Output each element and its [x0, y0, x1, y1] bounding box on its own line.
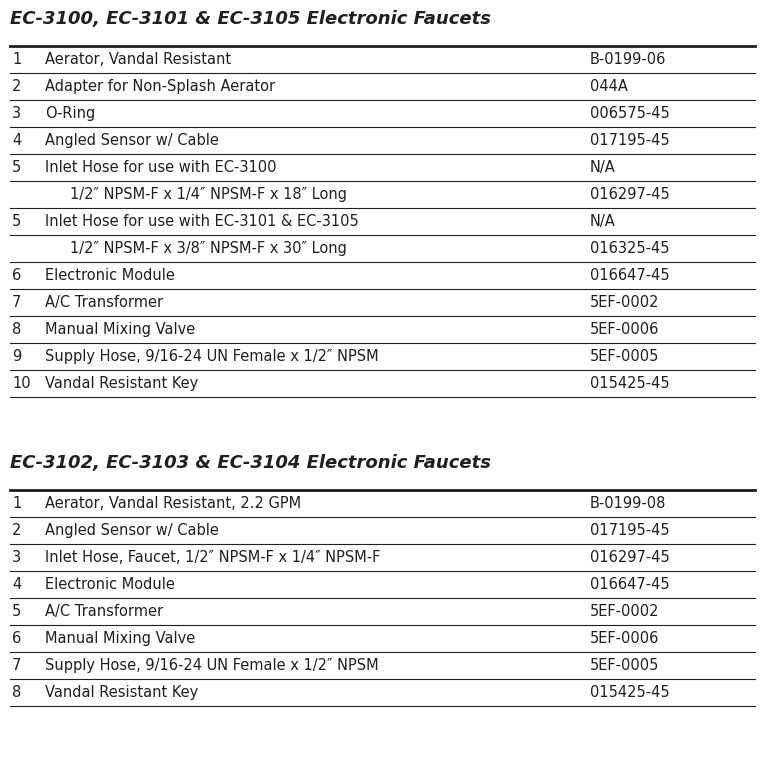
Text: 017195-45: 017195-45	[590, 523, 669, 538]
Text: Adapter for Non-Splash Aerator: Adapter for Non-Splash Aerator	[45, 79, 275, 94]
Text: 1/2″ NPSM-F x 1/4″ NPSM-F x 18″ Long: 1/2″ NPSM-F x 1/4″ NPSM-F x 18″ Long	[70, 187, 347, 202]
Text: 1/2″ NPSM-F x 3/8″ NPSM-F x 30″ Long: 1/2″ NPSM-F x 3/8″ NPSM-F x 30″ Long	[70, 241, 347, 256]
Text: 8: 8	[12, 322, 21, 337]
Text: 10: 10	[12, 376, 31, 391]
Text: 5: 5	[12, 214, 21, 229]
Text: 016647-45: 016647-45	[590, 268, 669, 283]
Text: 3: 3	[12, 550, 21, 565]
Text: 1: 1	[12, 52, 21, 67]
Text: Electronic Module: Electronic Module	[45, 577, 175, 592]
Text: 5EF-0002: 5EF-0002	[590, 604, 659, 619]
Text: 4: 4	[12, 133, 21, 148]
Text: 016325-45: 016325-45	[590, 241, 669, 256]
Text: B-0199-06: B-0199-06	[590, 52, 666, 67]
Text: Angled Sensor w/ Cable: Angled Sensor w/ Cable	[45, 523, 219, 538]
Text: 1: 1	[12, 496, 21, 511]
Text: 2: 2	[12, 79, 22, 94]
Text: 017195-45: 017195-45	[590, 133, 669, 148]
Text: O-Ring: O-Ring	[45, 106, 95, 121]
Text: Supply Hose, 9/16-24 UN Female x 1/2″ NPSM: Supply Hose, 9/16-24 UN Female x 1/2″ NP…	[45, 349, 379, 364]
Text: Manual Mixing Valve: Manual Mixing Valve	[45, 631, 196, 646]
Text: 2: 2	[12, 523, 22, 538]
Text: 015425-45: 015425-45	[590, 376, 669, 391]
Text: B-0199-08: B-0199-08	[590, 496, 666, 511]
Text: 016297-45: 016297-45	[590, 550, 669, 565]
Text: Inlet Hose for use with EC-3100: Inlet Hose for use with EC-3100	[45, 160, 277, 175]
Text: A/C Transformer: A/C Transformer	[45, 295, 163, 310]
Text: Vandal Resistant Key: Vandal Resistant Key	[45, 685, 198, 700]
Text: 044A: 044A	[590, 79, 628, 94]
Text: 015425-45: 015425-45	[590, 685, 669, 700]
Text: Vandal Resistant Key: Vandal Resistant Key	[45, 376, 198, 391]
Text: Electronic Module: Electronic Module	[45, 268, 175, 283]
Text: 5EF-0002: 5EF-0002	[590, 295, 659, 310]
Text: Inlet Hose for use with EC-3101 & EC-3105: Inlet Hose for use with EC-3101 & EC-310…	[45, 214, 359, 229]
Text: 7: 7	[12, 295, 22, 310]
Text: 016647-45: 016647-45	[590, 577, 669, 592]
Text: EC-3102, EC-3103 & EC-3104 Electronic Faucets: EC-3102, EC-3103 & EC-3104 Electronic Fa…	[10, 454, 491, 472]
Text: Aerator, Vandal Resistant, 2.2 GPM: Aerator, Vandal Resistant, 2.2 GPM	[45, 496, 301, 511]
Text: 4: 4	[12, 577, 21, 592]
Text: 5: 5	[12, 160, 21, 175]
Text: Aerator, Vandal Resistant: Aerator, Vandal Resistant	[45, 52, 231, 67]
Text: 9: 9	[12, 349, 21, 364]
Text: 6: 6	[12, 268, 21, 283]
Text: 006575-45: 006575-45	[590, 106, 669, 121]
Text: Inlet Hose, Faucet, 1/2″ NPSM-F x 1/4″ NPSM-F: Inlet Hose, Faucet, 1/2″ NPSM-F x 1/4″ N…	[45, 550, 380, 565]
Text: Angled Sensor w/ Cable: Angled Sensor w/ Cable	[45, 133, 219, 148]
Text: 8: 8	[12, 685, 21, 700]
Text: 6: 6	[12, 631, 21, 646]
Text: 5EF-0005: 5EF-0005	[590, 658, 659, 673]
Text: 3: 3	[12, 106, 21, 121]
Text: Supply Hose, 9/16-24 UN Female x 1/2″ NPSM: Supply Hose, 9/16-24 UN Female x 1/2″ NP…	[45, 658, 379, 673]
Text: EC-3100, EC-3101 & EC-3105 Electronic Faucets: EC-3100, EC-3101 & EC-3105 Electronic Fa…	[10, 10, 491, 28]
Text: 016297-45: 016297-45	[590, 187, 669, 202]
Text: 5: 5	[12, 604, 21, 619]
Text: Manual Mixing Valve: Manual Mixing Valve	[45, 322, 196, 337]
Text: N/A: N/A	[590, 160, 616, 175]
Text: 5EF-0006: 5EF-0006	[590, 631, 659, 646]
Text: 7: 7	[12, 658, 22, 673]
Text: N/A: N/A	[590, 214, 616, 229]
Text: A/C Transformer: A/C Transformer	[45, 604, 163, 619]
Text: 5EF-0005: 5EF-0005	[590, 349, 659, 364]
Text: 5EF-0006: 5EF-0006	[590, 322, 659, 337]
